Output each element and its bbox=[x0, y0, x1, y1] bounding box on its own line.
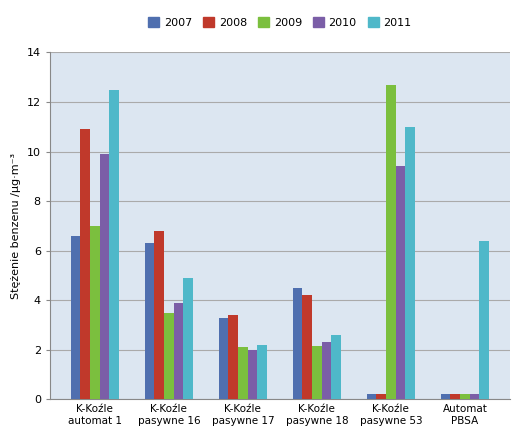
Bar bbox=[90, 226, 100, 399]
Bar bbox=[386, 85, 396, 399]
Bar bbox=[479, 241, 489, 399]
Bar bbox=[71, 236, 80, 399]
Bar bbox=[293, 288, 302, 399]
Bar bbox=[154, 231, 164, 399]
Bar bbox=[228, 315, 238, 399]
Y-axis label: Stężenie benzenu /μg·m⁻³: Stężenie benzenu /μg·m⁻³ bbox=[11, 153, 21, 299]
Bar bbox=[257, 345, 267, 399]
Bar bbox=[164, 313, 173, 399]
Bar bbox=[173, 303, 183, 399]
Bar bbox=[405, 127, 415, 399]
Bar bbox=[377, 395, 386, 399]
Bar bbox=[367, 395, 377, 399]
Bar bbox=[470, 395, 479, 399]
Bar bbox=[109, 90, 119, 399]
Bar bbox=[238, 347, 247, 399]
Bar bbox=[247, 350, 257, 399]
Bar bbox=[100, 154, 109, 399]
Bar bbox=[441, 395, 451, 399]
Bar bbox=[80, 129, 90, 399]
Bar bbox=[451, 395, 460, 399]
Bar bbox=[396, 166, 405, 399]
Bar bbox=[312, 346, 321, 399]
Bar bbox=[219, 318, 228, 399]
Legend: 2007, 2008, 2009, 2010, 2011: 2007, 2008, 2009, 2010, 2011 bbox=[144, 13, 416, 32]
Bar bbox=[321, 343, 331, 399]
Bar bbox=[460, 395, 470, 399]
Bar bbox=[331, 335, 341, 399]
Bar bbox=[183, 278, 193, 399]
Bar bbox=[302, 295, 312, 399]
Bar bbox=[145, 243, 154, 399]
